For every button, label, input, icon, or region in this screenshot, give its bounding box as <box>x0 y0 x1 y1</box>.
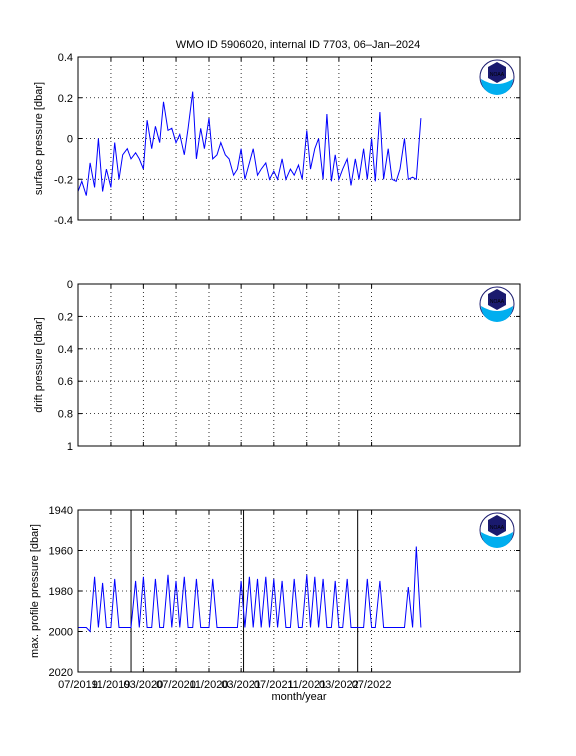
logo-text: NOAA <box>490 72 505 78</box>
noaa-logo-icon: NOAA <box>479 512 515 548</box>
logo-bird <box>488 62 506 83</box>
logo-wave <box>481 532 513 548</box>
x-tick-label: 03/2022 <box>319 679 359 691</box>
x-tick-label: 11/2021 <box>287 679 326 691</box>
grid-lines <box>78 284 520 446</box>
grid-lines <box>78 57 520 220</box>
y-tick-label: 0 <box>67 279 73 291</box>
noaa-logo-icon: NOAA <box>479 59 515 95</box>
logo-bird <box>488 289 506 310</box>
y-tick-label: 2000 <box>49 627 73 639</box>
y-tick-labels: -0.4 -0.2 0 0.2 0.4 <box>54 52 73 227</box>
x-tick-label: 11/2019 <box>91 679 130 691</box>
series-lines <box>77 91 422 196</box>
logo-wave <box>481 79 513 95</box>
x-tick-label: 07/2020 <box>156 679 196 691</box>
x-tick-label: 07/2019 <box>58 679 98 691</box>
y-axis-label: surface pressure [dbar] <box>33 82 45 195</box>
y-tick-label: 2020 <box>49 667 73 679</box>
logo-text: NOAA <box>490 299 505 305</box>
x-axis-label: month/year <box>271 691 326 703</box>
logo-bird <box>488 515 506 536</box>
logo-text: NOAA <box>490 525 505 531</box>
logo-wave <box>481 306 513 322</box>
y-tick-label: 0 <box>67 134 73 146</box>
y-tick-label: 1980 <box>49 586 73 598</box>
series-line <box>77 91 422 196</box>
y-tick-labels: 0 0.2 0.4 0.6 0.8 1 <box>58 279 73 453</box>
x-tick-label: 03/2020 <box>123 679 163 691</box>
x-tick-label: 07/2021 <box>254 679 294 691</box>
axes-frame <box>77 283 521 447</box>
noaa-logo-icon: NOAA <box>479 286 515 322</box>
x-tick-labels: 07/201911/201903/202007/202011/202003/20… <box>58 679 391 691</box>
panel-surface-pressure: -0.4-0.200.20.4 surface pressure [dbar] … <box>33 52 521 227</box>
y-tick-label: -0.2 <box>54 174 73 186</box>
y-tick-label: 0.8 <box>58 409 73 421</box>
y-tick-label: 0.2 <box>58 311 73 323</box>
y-tick-label: 0.6 <box>58 376 73 388</box>
y-axis-label: drift pressure [dbar] <box>33 317 45 412</box>
y-tick-label: -0.4 <box>54 215 73 227</box>
y-tick-label: 0.2 <box>58 93 73 105</box>
figure-title: WMO ID 5906020, internal ID 7703, 06–Jan… <box>176 39 421 51</box>
x-tick-label: 03/2021 <box>221 679 261 691</box>
series-lines <box>78 546 422 633</box>
x-tick-label: 11/2020 <box>190 679 229 691</box>
y-tick-label: 0.4 <box>58 52 73 64</box>
y-axis-label: max. profile pressure [dbar] <box>29 524 41 658</box>
x-tick-label: 07/2022 <box>352 679 392 691</box>
y-tick-labels: 1940 1960 1980 2000 2020 <box>49 505 73 679</box>
grid-lines <box>78 510 520 672</box>
y-tick-label: 1940 <box>49 505 73 517</box>
series-line <box>78 546 422 633</box>
y-tick-label: 1 <box>67 441 73 453</box>
y-tick-label: 0.4 <box>58 344 73 356</box>
vertical-marker-lines <box>130 510 359 672</box>
panel-drift-pressure: 0 0.2 0.4 0.6 0.8 1 drift pressure [dbar] NOA… <box>33 279 521 453</box>
y-tick-label: 1960 <box>49 546 73 558</box>
